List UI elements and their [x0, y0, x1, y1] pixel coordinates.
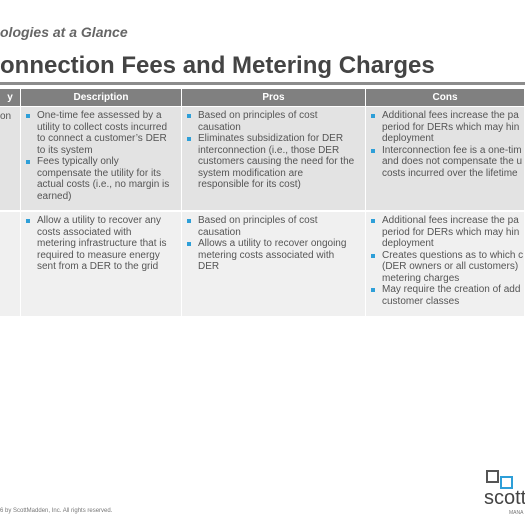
cell-text: utility to collect costs incurred — [37, 121, 168, 133]
cell-text: Additional fees increase the pa — [382, 215, 519, 226]
cell-text: deployment — [382, 238, 434, 249]
cell-text: Interconnection fee is a one-tim — [382, 144, 522, 156]
logo: scott — [484, 487, 525, 509]
bullet — [187, 242, 191, 246]
cell-text: responsible for its cost) — [198, 179, 301, 190]
cell-text: interconnection (i.e., those DER — [198, 144, 340, 156]
subtitle: ologies at a Glance — [0, 24, 128, 40]
cell-text: Fees typically only — [37, 156, 119, 167]
title-rule — [0, 82, 525, 85]
title: onnection Fees and Metering Charges — [0, 52, 435, 79]
table-cell — [0, 107, 20, 210]
cell-text: Allow a utility to recover any — [37, 215, 161, 226]
cell-text: Additional fees increase the pa — [382, 110, 519, 121]
bullet — [187, 219, 191, 223]
cell-text: to connect a customer’s DER — [37, 133, 167, 144]
table-cell — [366, 212, 524, 316]
bullet — [26, 219, 30, 223]
logo-icon — [500, 476, 513, 489]
cell-text: required to measure energy — [37, 249, 160, 261]
copyright: 6 by ScottMadden, Inc. All rights reserv… — [0, 508, 113, 514]
cell-text: DER — [198, 261, 220, 272]
cell-text: May require the creation of add — [382, 284, 521, 295]
cell-text: period for DERs which may hin — [382, 121, 520, 133]
cell-text: to its system — [37, 144, 93, 156]
cell-text: One-time fee assessed by a — [37, 110, 162, 121]
header-label: Cons — [432, 92, 458, 103]
bullet — [371, 219, 375, 223]
table-cell — [182, 212, 365, 316]
cell-text: customers causing the need for the — [198, 156, 355, 167]
cell-text: sent from a DER to the grid — [37, 261, 159, 272]
bullet — [26, 160, 30, 164]
table-cell — [182, 107, 365, 210]
header-label: Pros — [262, 92, 285, 103]
cell-text: metering infrastructure that is — [37, 238, 167, 249]
header-cell — [366, 89, 524, 106]
bullet — [187, 114, 191, 118]
bullet — [371, 253, 375, 258]
header-cell — [0, 89, 20, 106]
table-cell — [366, 107, 524, 210]
cell-text: Creates questions as to which c — [382, 249, 524, 261]
header-label: y — [7, 92, 13, 103]
bullet — [371, 148, 375, 153]
logo-icon — [486, 470, 499, 483]
cell-text: earned) — [37, 190, 72, 202]
table-cell — [21, 107, 181, 210]
cell-text: (DER owners or all customers) — [382, 261, 519, 272]
header-label: Description — [73, 92, 129, 103]
cell-text: metering charges — [382, 272, 460, 284]
cell-text: metering costs associated with — [198, 249, 335, 261]
cell-text: period for DERs which may hin — [382, 226, 520, 238]
bullet — [26, 114, 30, 118]
table-cell — [21, 212, 181, 316]
cell-text: costs incurred over the lifetime — [382, 167, 518, 179]
bullet — [187, 137, 191, 141]
cell-text: Allows a utility to recover ongoing — [198, 238, 347, 249]
logo-sub: MANA — [509, 510, 524, 516]
header-cell — [182, 89, 365, 106]
cell-text: Based on principles of cost — [198, 215, 318, 226]
row-label: on — [0, 111, 12, 122]
cell-text: deployment — [382, 133, 434, 144]
cell-text: compensate the utility for its — [37, 167, 161, 179]
header-cell — [21, 89, 181, 106]
cell-text: system modification are — [198, 167, 304, 179]
cell-text: customer classes — [382, 295, 460, 307]
table-cell — [0, 212, 20, 316]
bullet — [371, 288, 375, 292]
cell-text: costs associated with — [37, 226, 132, 238]
cell-text: actual costs (i.e., no margin is — [37, 179, 170, 190]
cell-text: causation — [198, 121, 241, 133]
cell-text: Eliminates subsidization for DER — [198, 133, 344, 144]
cell-text: Based on principles of cost — [198, 110, 318, 121]
cell-text: and does not compensate the u — [382, 156, 523, 167]
bullet — [371, 114, 375, 118]
cell-text: causation — [198, 226, 241, 238]
